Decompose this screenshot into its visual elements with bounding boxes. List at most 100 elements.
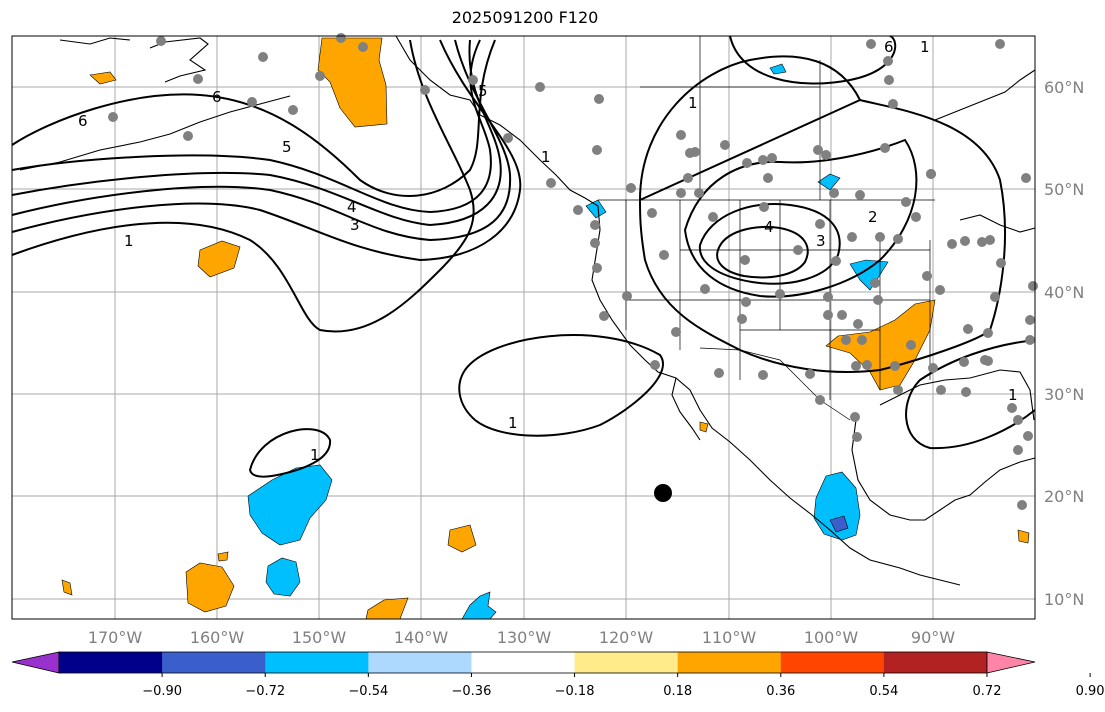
station-marker	[742, 158, 752, 168]
contour-label: 4	[764, 218, 774, 236]
border-us-mexico	[699, 347, 851, 421]
contour-label: 1	[541, 148, 551, 166]
station-marker	[793, 245, 803, 255]
contour-label: 6	[78, 112, 88, 130]
contour-1-hawaii	[248, 428, 332, 478]
contour-4-west	[11, 39, 502, 227]
station-marker	[720, 140, 730, 150]
station-marker	[813, 145, 823, 155]
station-marker	[893, 385, 903, 395]
contour-label: 5	[282, 138, 292, 156]
station-marker	[288, 105, 298, 115]
map-title: 2025091200 F120	[451, 8, 599, 27]
lat-label: 50°N	[1044, 180, 1084, 199]
station-marker	[862, 360, 872, 370]
station-marker	[936, 385, 946, 395]
coast-west-mexico	[591, 205, 961, 586]
station-marker	[468, 75, 478, 85]
colorbar-ticks: −0.90 −0.72 −0.54 −0.36 −0.18 0.18 0.36 0.54 0.7…	[142, 673, 1105, 699]
station-marker	[694, 188, 704, 198]
shade-cyan-bottom	[461, 591, 497, 620]
colorbar-segment	[471, 652, 576, 673]
station-marker	[935, 285, 945, 295]
contour-label: 2	[868, 208, 878, 226]
station-marker	[592, 263, 602, 273]
shade-orange-mid-pac	[197, 240, 241, 278]
lon-label: 170°W	[88, 628, 143, 647]
contour-label: 5	[478, 82, 488, 100]
coast-gulf	[879, 369, 1035, 421]
station-marker	[1025, 315, 1035, 325]
contour-north-loop	[729, 35, 897, 85]
colorbar-segment	[162, 652, 266, 673]
station-marker	[853, 319, 863, 329]
longitude-labels: 170°W 160°W 150°W 140°W 130°W 120°W 110°…	[88, 628, 955, 647]
station-marker	[758, 370, 768, 380]
station-marker	[700, 284, 710, 294]
lon-label: 100°W	[804, 628, 859, 647]
station-marker	[852, 432, 862, 442]
map-frame	[11, 35, 1036, 620]
station-marker	[983, 328, 993, 338]
contour-label: 6	[212, 88, 222, 106]
station-marker	[573, 205, 583, 215]
station-marker	[156, 36, 166, 46]
station-marker	[763, 173, 773, 183]
station-marker	[594, 94, 604, 104]
station-marker	[315, 71, 325, 81]
shade-cyan-south	[265, 557, 301, 597]
colorbar-tick-label: −0.90	[142, 684, 182, 699]
station-marker	[823, 292, 833, 302]
contour-label: 3	[350, 216, 360, 234]
contour-labels: 6 6 5 4 3 1 6 5 1 1 4 3 2 1 1 1 1	[78, 38, 1018, 464]
coast-great-lakes	[959, 214, 1036, 233]
colorbar-extend-max	[986, 651, 1036, 674]
shade-blue-mexico	[829, 515, 849, 533]
station-marker	[873, 295, 883, 305]
colorbar-segment	[883, 652, 988, 673]
station-marker	[841, 335, 851, 345]
station-marker	[767, 153, 777, 163]
station-marker	[1013, 415, 1023, 425]
colorbar-segment	[574, 652, 679, 673]
station-marker	[503, 133, 513, 143]
shade-cyan-washington	[585, 199, 607, 219]
station-marker	[851, 361, 861, 371]
shade-cyan-canada	[817, 173, 841, 191]
contour-3-west	[11, 39, 512, 242]
station-marker	[911, 212, 921, 222]
station-marker	[183, 131, 193, 141]
colorbar-segment	[265, 652, 369, 673]
station-marker	[420, 85, 430, 95]
contour-4-north-america	[716, 226, 809, 279]
station-marker	[676, 188, 686, 198]
shade-orange-baja	[699, 421, 709, 433]
storm-center-marker	[654, 484, 672, 502]
contour-label: 1	[688, 94, 698, 112]
coast-aleutians	[19, 95, 291, 171]
station-marker	[985, 235, 995, 245]
colorbar-segment	[368, 652, 472, 673]
station-marker	[546, 178, 556, 188]
coast-alaska-panhandle	[395, 35, 599, 207]
station-marker	[1025, 335, 1035, 345]
colorbar-tick-label: −0.18	[555, 684, 595, 699]
station-marker	[901, 197, 911, 207]
station-marker	[866, 39, 876, 49]
contour-label: 1	[508, 414, 518, 432]
colorbar: −0.90 −0.72 −0.54 −0.36 −0.18 0.18 0.36 0.54 0.7…	[11, 651, 1105, 699]
station-marker	[893, 234, 903, 244]
shade-cyan-kansas	[849, 259, 889, 291]
station-marker	[926, 169, 936, 179]
anomaly-shading	[61, 37, 1030, 620]
station-marker	[960, 236, 970, 246]
station-marker	[714, 368, 724, 378]
station-marker	[829, 188, 839, 198]
contour-label: 1	[124, 232, 134, 250]
coast-alaska-west	[59, 37, 209, 83]
station-marker	[815, 219, 825, 229]
lon-label: 90°W	[911, 628, 955, 647]
contour-label: 1	[920, 38, 930, 56]
lat-label: 60°N	[1044, 78, 1084, 97]
contour-label: 1	[1008, 386, 1018, 404]
